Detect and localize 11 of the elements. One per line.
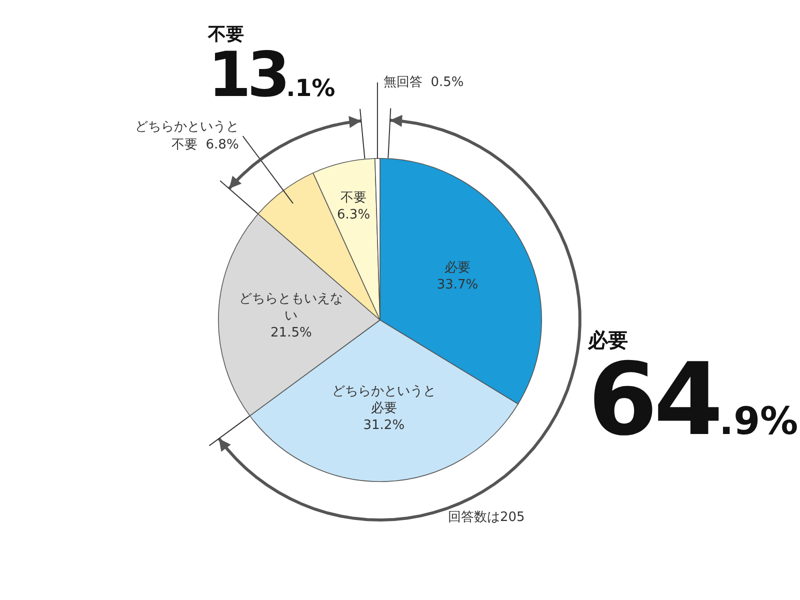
slice-label: どちらかというと不要 6.8%	[134, 119, 239, 152]
text: 回答数は205	[448, 509, 525, 526]
data-label: 31.2%	[363, 418, 405, 434]
data-label: 33.7%	[436, 277, 478, 292]
data-label: 21.5%	[270, 326, 312, 341]
slice-label: 不要	[340, 190, 367, 206]
data-label: 6.3%	[337, 208, 370, 223]
slice-label: どちらかというと必要	[332, 384, 436, 416]
slice-label: 必要	[444, 260, 470, 276]
slice-label: どちらともいえない	[239, 292, 344, 324]
slice-label: 無回答 0.5%	[383, 74, 464, 90]
